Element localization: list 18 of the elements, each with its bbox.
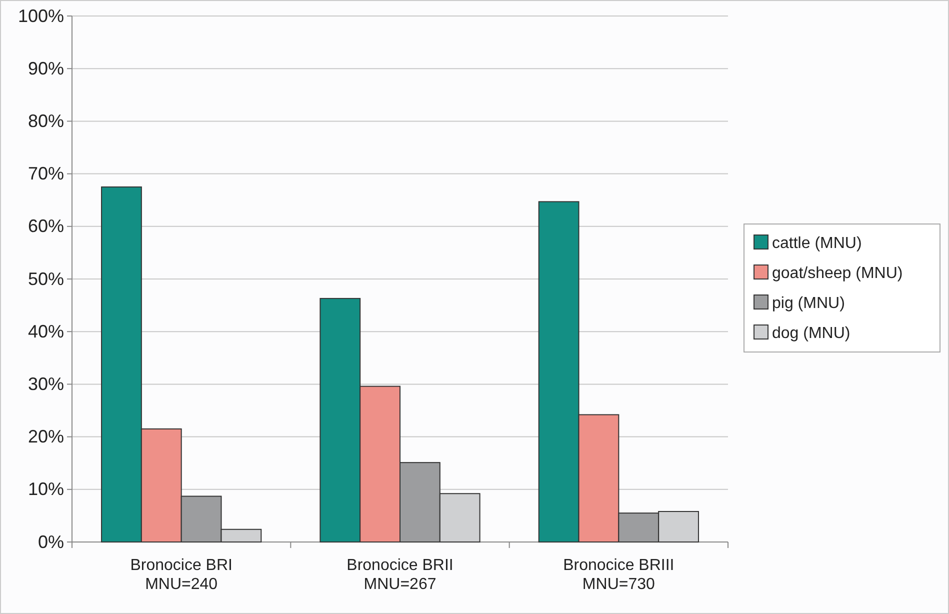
y-tick-label: 60% <box>28 216 64 236</box>
legend-label: goat/sheep (MNU) <box>772 265 903 282</box>
y-tick-label: 10% <box>28 479 64 500</box>
y-tick-label: 40% <box>28 321 64 342</box>
y-tick-label: 30% <box>28 374 64 394</box>
legend-label: dog (MNU) <box>772 325 850 342</box>
y-tick-label: 50% <box>28 268 64 289</box>
x-tick-label: Bronocice BRII MNU=267 <box>346 557 454 594</box>
y-tick-label: 0% <box>38 532 64 552</box>
y-tick-label: 100% <box>18 6 64 26</box>
y-tick-label: 80% <box>28 110 64 131</box>
x-tick-label: Bronocice BRIII MNU=730 <box>563 557 674 594</box>
y-tick-label: 20% <box>28 426 64 447</box>
legend-label: pig (MNU) <box>772 295 845 312</box>
x-tick-label: Bronocice BRI MNU=240 <box>130 557 232 594</box>
y-tick-label: 90% <box>28 58 64 78</box>
y-tick-label: 70% <box>28 164 64 184</box>
legend-label: cattle (MNU) <box>772 235 862 252</box>
